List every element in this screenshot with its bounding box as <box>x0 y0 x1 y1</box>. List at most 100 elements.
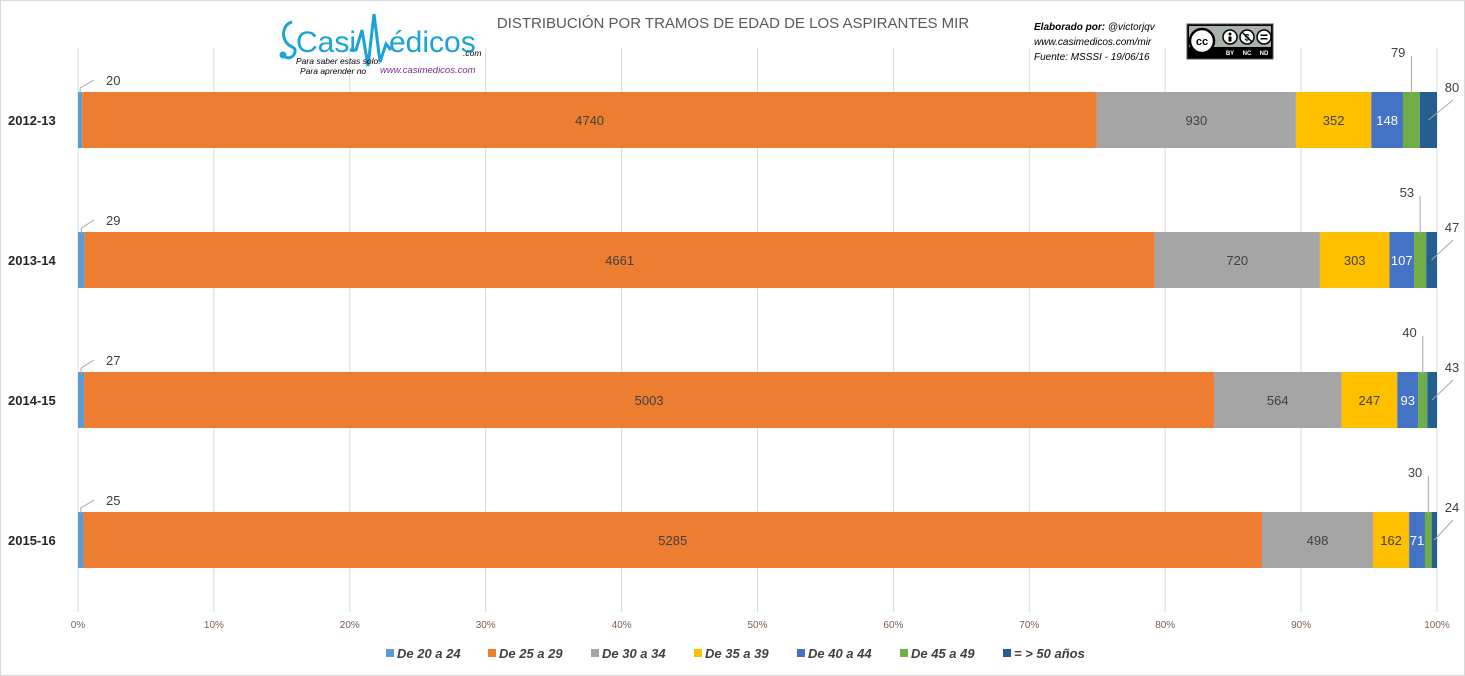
logo-slogan-line2: Para aprender no <box>300 66 366 76</box>
logo-name-left: Casi <box>296 26 356 59</box>
bar-de-30-a-34-2014-15 <box>1214 372 1342 428</box>
legend-swatch <box>386 649 394 657</box>
x-tick-label: 60% <box>883 620 903 631</box>
credits: Elaborado por: @victorjqv www.casimedico… <box>1034 22 1156 63</box>
legend-swatch <box>900 649 908 657</box>
leader-line <box>1431 379 1454 401</box>
data-label: 5285 <box>658 533 687 548</box>
data-label: 93 <box>1401 393 1415 408</box>
data-label: 107 <box>1391 253 1413 268</box>
legend-swatch <box>1003 649 1011 657</box>
data-label: 24 <box>1445 500 1459 515</box>
x-tick-label: 80% <box>1155 620 1175 631</box>
bar-de-45-a-49-2013-14 <box>1414 232 1427 288</box>
cc-label-nc: NC <box>1243 51 1252 57</box>
data-label: 30 <box>1408 465 1422 480</box>
x-tick-label: 10% <box>204 620 224 631</box>
bar-de-20-a-24-2013-14 <box>78 232 85 288</box>
nd-equals-icon <box>1256 29 1272 45</box>
data-label: 27 <box>106 353 120 368</box>
x-tick-label: 70% <box>1019 620 1039 631</box>
bar-de-40-a-44-2014-15 <box>1397 372 1419 428</box>
x-axis-ticks: 0% 10% 20% 30% 40% 50% 60% 70% 80% 90% 100% <box>71 620 1450 631</box>
credits-line1: Elaborado por: @victorjqv <box>1034 22 1156 33</box>
legend-label: De 20 a 24 <box>397 646 461 661</box>
leader-line <box>80 499 95 514</box>
data-label: 53 <box>1400 185 1414 200</box>
data-label: 5003 <box>635 393 664 408</box>
bar-de-45-a-49-2012-13 <box>1402 92 1420 148</box>
svg-text:cc: cc <box>1196 36 1208 48</box>
data-label: 4661 <box>605 253 634 268</box>
legend-item-de-30-a-34: De 30 a 34 <box>591 646 666 661</box>
bar-de-45-a-49-2014-15 <box>1418 372 1428 428</box>
leader-line <box>1431 239 1454 261</box>
x-tick-label: 50% <box>747 620 767 631</box>
logo-name-right: édicos <box>389 26 476 59</box>
credits-author: @victorjqv <box>1105 22 1156 33</box>
x-tick-label: 20% <box>340 620 360 631</box>
credits-site: www.casimedicos.com/mir <box>1034 37 1152 48</box>
legend-label: De 25 a 29 <box>499 646 563 661</box>
legend-item-de-45-a-49: De 45 a 49 <box>900 646 975 661</box>
cc-label-by: BY <box>1226 51 1234 57</box>
bar-de-30-a-34-2012-13 <box>1096 92 1296 148</box>
bar-de-30-a-34-2013-14 <box>1154 232 1320 288</box>
legend-swatch <box>694 649 702 657</box>
bar-de-20-a-24-2014-15 <box>78 372 85 428</box>
leader-line <box>80 359 95 374</box>
bar-de-25-a-29-2013-14 <box>84 232 1155 288</box>
x-tick-label: 40% <box>612 620 632 631</box>
data-labels: 20 4740 930 352 148 79 80 29 4661 720 303 107 53 47 27… <box>79 45 1459 548</box>
data-label: 43 <box>1445 360 1459 375</box>
data-label: 247 <box>1359 393 1381 408</box>
leader-line <box>80 219 95 234</box>
bar-de-25-a-29-2014-15 <box>84 372 1215 428</box>
data-label: 20 <box>106 73 120 88</box>
bar-de-20-a-24-2012-13 <box>78 92 83 148</box>
logo-url: www.casimedicos.com <box>380 65 476 76</box>
leader-line <box>1433 519 1454 541</box>
bar-de-20-a-24-2015-16 <box>78 512 84 568</box>
category-label: 2014-15 <box>8 393 56 408</box>
data-label: 29 <box>106 213 120 228</box>
logo-slogan-line1: Para saber estas solo. <box>296 56 381 66</box>
cc-license-badge: cc $ BY NC ND <box>1186 23 1274 60</box>
x-tick-label: 90% <box>1291 620 1311 631</box>
credits-label: Elaborado por: <box>1034 22 1105 33</box>
credits-source: Fuente: MSSSI - 19/06/16 <box>1034 52 1150 63</box>
data-label: 720 <box>1226 253 1248 268</box>
logo-domain-suffix: .com <box>463 48 481 58</box>
data-label: 71 <box>1410 533 1424 548</box>
data-label: 930 <box>1186 113 1208 128</box>
x-tick-label: 100% <box>1424 620 1450 631</box>
x-tick-label: 0% <box>71 620 86 631</box>
data-label: 162 <box>1380 533 1402 548</box>
legend: De 20 a 24 De 25 a 29 De 30 a 34 De 35 a 39… <box>386 646 1085 661</box>
stethoscope-icon <box>282 20 297 60</box>
legend-label: = > 50 años <box>1014 646 1085 661</box>
data-label: 47 <box>1445 220 1459 235</box>
bar-de-40-a-44-2012-13 <box>1371 92 1403 148</box>
bar-area <box>78 92 1437 568</box>
legend-item-de-35-a-39: De 35 a 39 <box>694 646 769 661</box>
bar-de-25-a-29-2012-13 <box>82 92 1097 148</box>
legend-item-de-20-a-24: De 20 a 24 <box>386 646 461 661</box>
stethoscope-bell-icon <box>279 51 287 59</box>
legend-swatch <box>488 649 496 657</box>
legend-label: De 40 a 44 <box>808 646 872 661</box>
category-label: 2013-14 <box>8 253 56 268</box>
bar-de-35-a-39-2015-16 <box>1373 512 1410 568</box>
cc-label-nd: ND <box>1260 51 1269 57</box>
data-label: 79 <box>1391 45 1405 60</box>
legend-item-50-a-os: = > 50 años <box>1003 646 1085 661</box>
legend-label: De 30 a 34 <box>602 646 666 661</box>
bar-de-45-a-49-2015-16 <box>1424 512 1432 568</box>
data-label: 4740 <box>575 113 604 128</box>
category-labels: 2012-13 2013-14 2014-15 2015-16 <box>8 113 56 548</box>
casimedicos-logo: Casi édicos .com Para saber estas solo. … <box>279 13 481 76</box>
data-label: 564 <box>1267 393 1289 408</box>
heartbeat-m-icon <box>350 13 393 67</box>
data-label: 303 <box>1344 253 1366 268</box>
